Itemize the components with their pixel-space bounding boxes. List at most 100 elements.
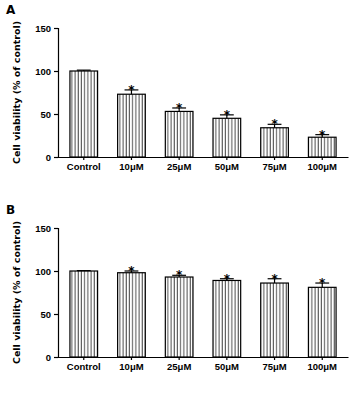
x-tick-mark [274,157,275,160]
x-tick-label: 75μM [262,161,286,172]
bar [165,277,193,357]
y-axis-line [54,29,59,158]
y-axis-title: Cell viability (% of control) [11,21,22,164]
x-tick: Control [67,357,101,372]
significance-mark: * [224,272,231,286]
y-axis-line [54,229,59,358]
error-bar [77,270,91,271]
x-tick: 75μM [262,157,286,172]
x-tick-mark [131,357,132,360]
significance-mark: * [224,108,231,122]
panel: 0 50 100 150 Control 10μM 25μM 50μM 75μM 100μM * * *… [35,223,348,372]
bar [261,128,289,157]
y-tick-mark [54,157,58,158]
x-tick-mark [226,157,227,160]
bar [70,271,98,357]
x-tick-label: 25μM [167,361,191,372]
x-tick-mark [322,157,323,160]
y-tick-label: 50 [40,309,51,320]
bar [261,283,289,357]
x-tick: 50μM [215,357,239,372]
plot-area [70,271,336,357]
y-tick-mark [54,314,58,315]
x-tick: 75μM [262,357,286,372]
y-axis-title: Cell viability (% of control) [11,221,22,364]
significance-mark: * [319,128,326,142]
y-tick: 0 [46,152,58,163]
x-tick-label: 75μM [262,361,286,372]
y-tick: 150 [35,23,58,34]
y-tick-label: 150 [35,23,51,34]
y-tick: 100 [35,266,58,277]
x-tick: 50μM [215,157,239,172]
bar [213,118,241,157]
x-tick-label: 100μM [307,361,337,372]
figure: 0 50 100 150 Control 10μM 25μM 50μM 75μM 100μM * * *… [0,0,358,400]
x-tick: 100μM [307,357,337,372]
x-tick-label: 10μM [119,361,143,372]
y-tick-mark [54,271,58,272]
x-axis-line [59,157,349,158]
y-tick-label: 0 [46,152,51,163]
x-axis: Control 10μM 25μM 50μM 75μM 100μM [59,357,349,372]
x-tick-label: 50μM [215,161,239,172]
bar [213,280,241,357]
x-tick-mark [83,357,84,360]
y-tick-mark [54,28,58,29]
y-axis: 0 50 100 150 [35,223,58,363]
x-tick-label: Control [67,161,101,172]
x-tick: 100μM [307,157,337,172]
bar [70,71,98,157]
x-tick-label: 50μM [215,361,239,372]
bar [165,111,193,157]
x-tick-mark [131,157,132,160]
x-tick-mark [322,357,323,360]
x-tick-mark [179,357,180,360]
x-tick-mark [226,357,227,360]
x-tick: 25μM [167,157,191,172]
x-axis: Control 10μM 25μM 50μM 75μM 100μM [59,157,349,172]
y-tick: 50 [40,109,58,120]
y-tick-label: 100 [35,266,51,277]
y-tick-label: 150 [35,223,51,234]
y-tick: 0 [46,352,58,363]
x-tick-mark [179,157,180,160]
x-tick-label: Control [67,361,101,372]
y-axis: 0 50 100 150 [35,23,58,163]
x-tick: 10μM [119,157,143,172]
y-tick: 50 [40,309,58,320]
x-tick-mark [274,357,275,360]
error-bar [77,70,91,72]
y-tick-mark [54,357,58,358]
x-tick: 25μM [167,357,191,372]
x-axis-line [59,357,349,358]
significance-mark: * [176,101,183,115]
significance-mark: * [271,272,278,286]
significance-mark: * [319,276,326,290]
error-cap [77,70,91,71]
y-tick-label: 100 [35,66,51,77]
x-tick: 10μM [119,357,143,372]
y-tick: 150 [35,223,58,234]
error-cap [77,270,91,271]
x-tick-label: 10μM [119,161,143,172]
x-tick-label: 25μM [167,161,191,172]
plot-area [70,70,336,157]
panel-label: B [6,203,15,217]
significance-mark: * [176,268,183,282]
significance-mark: * [128,83,135,97]
y-tick: 100 [35,66,58,77]
y-tick-mark [54,114,58,115]
panel: 0 50 100 150 Control 10μM 25μM 50μM 75μM 100μM * * *… [35,23,348,172]
bar [308,287,336,357]
y-tick-label: 50 [40,109,51,120]
bar [118,94,146,157]
panel-label: A [6,3,16,17]
y-tick-mark [54,228,58,229]
y-tick-mark [54,71,58,72]
x-tick-label: 100μM [307,161,337,172]
significance-mark: * [271,117,278,131]
bar [118,273,146,357]
x-tick: Control [67,157,101,172]
significance-mark: * [128,264,135,278]
